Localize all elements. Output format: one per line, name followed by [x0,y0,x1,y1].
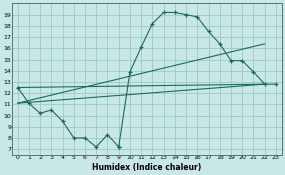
X-axis label: Humidex (Indice chaleur): Humidex (Indice chaleur) [92,163,201,172]
